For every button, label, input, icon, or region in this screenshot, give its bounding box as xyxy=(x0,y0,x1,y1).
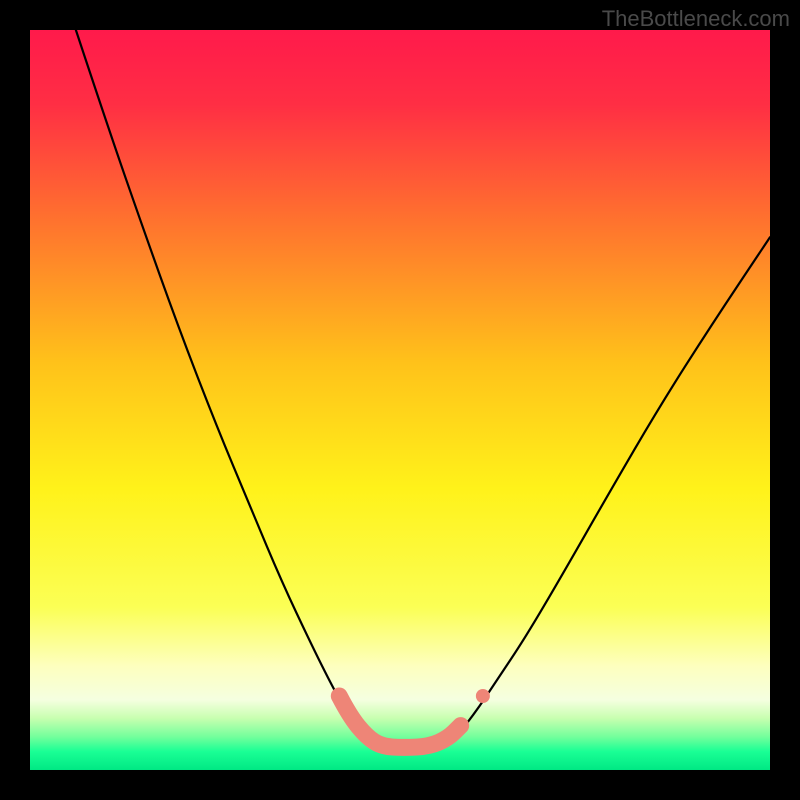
valley-outlier-dot xyxy=(476,689,490,703)
plot-area xyxy=(30,30,770,770)
gradient-background xyxy=(30,30,770,770)
chart-container: TheBottleneck.com xyxy=(0,0,800,800)
watermark-text: TheBottleneck.com xyxy=(602,6,790,32)
